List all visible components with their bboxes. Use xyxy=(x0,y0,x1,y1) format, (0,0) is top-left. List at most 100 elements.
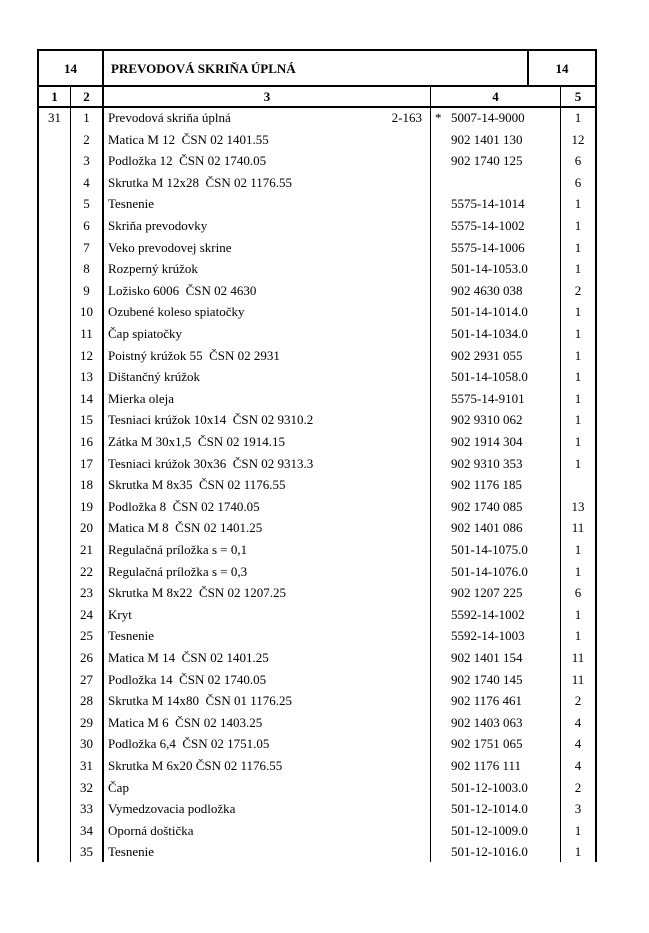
row-quantity: 11 xyxy=(571,650,585,665)
row-quantity: 1 xyxy=(574,218,582,233)
row-position: 34 xyxy=(80,822,93,838)
row-quantity: 1 xyxy=(574,606,582,622)
row-code: 902 1740 085 xyxy=(451,498,523,514)
row-name: Veko prevodovej skrine xyxy=(108,239,232,255)
row-quantity: 12 xyxy=(571,131,585,147)
row-quantity: 2 xyxy=(574,693,582,709)
row-quantity: 4 xyxy=(574,736,582,752)
row-code: 902 1751 065 xyxy=(451,736,523,752)
row-name: Prevodová skriňa úplná xyxy=(108,110,231,125)
row-name: Vymedzovacia podložka xyxy=(108,801,236,817)
row-quantity: 2 xyxy=(574,779,582,795)
row-code: 902 1176 185 xyxy=(451,477,523,493)
table-top-border xyxy=(37,49,597,51)
row-code: 902 1176 111 xyxy=(451,758,522,773)
row-quantity: 4 xyxy=(574,714,582,730)
row-code: 501-12-1014.0 xyxy=(451,801,528,817)
row-quantity: 3 xyxy=(574,801,582,817)
row-quantity: 11 xyxy=(571,671,585,687)
row-position: 23 xyxy=(80,585,93,601)
row-name: Matica M 14 ČSN 02 1401.25 xyxy=(108,650,269,665)
row-position: 15 xyxy=(80,412,93,428)
column-header-5: 5 xyxy=(574,89,582,104)
row-quantity: 1 xyxy=(574,455,582,471)
row-name: Podložka 12 ČSN 02 1740.05 xyxy=(108,153,267,169)
row-code: 5007-14-9000 xyxy=(451,110,525,125)
row-name: Matica M 6 ČSN 02 1403.25 xyxy=(108,714,263,730)
row-position: 11 xyxy=(80,326,93,341)
row-name: Podložka 14 ČSN 02 1740.05 xyxy=(108,671,267,687)
column-header-1: 1 xyxy=(51,89,58,104)
row-quantity: 1 xyxy=(574,844,582,860)
row-position: 26 xyxy=(80,650,93,665)
row-code: 902 1401 154 xyxy=(451,650,523,665)
row-name: Čap xyxy=(108,779,129,795)
row-name: Tesnenie xyxy=(108,196,155,212)
row-name: Skrutka M 14x80 ČSN 01 1176.25 xyxy=(108,693,293,709)
row-code: 501-14-1053.0 xyxy=(451,261,528,277)
row-position: 12 xyxy=(80,347,93,363)
row-name: Podložka 8 ČSN 02 1740.05 xyxy=(108,498,260,514)
row-name: Regulačná príložka s = 0,1 xyxy=(108,542,248,557)
row-code: 902 9310 062 xyxy=(451,412,523,428)
header-divider xyxy=(37,85,597,87)
column-number-divider xyxy=(37,106,597,108)
row-position: 16 xyxy=(80,434,93,449)
row-position: 13 xyxy=(80,369,93,385)
row-position: 29 xyxy=(80,714,93,730)
row-code: 902 1176 461 xyxy=(451,693,523,709)
row-quantity: 1 xyxy=(574,390,582,406)
row-quantity: 6 xyxy=(574,153,582,169)
row-name: Oporná doštička xyxy=(108,822,194,838)
row-position: 31 xyxy=(80,758,93,773)
row-position: 22 xyxy=(80,563,93,579)
row-code: 902 1401 130 xyxy=(451,131,523,147)
col-divider xyxy=(102,49,104,862)
row-reference: 2-163 xyxy=(391,110,422,125)
row-name: Rozperný krúžok xyxy=(108,261,198,277)
row-code: 501-14-1075.0 xyxy=(451,542,528,557)
row-position: 6 xyxy=(83,218,90,233)
row-code: 902 9310 353 xyxy=(451,455,523,471)
row-position: 1 xyxy=(83,110,90,125)
row-position: 9 xyxy=(83,282,90,298)
row-quantity: 1 xyxy=(574,261,582,277)
row-quantity: 1 xyxy=(574,412,582,428)
row-position: 3 xyxy=(83,153,90,169)
row-name: Poistný krúžok 55 ČSN 02 2931 xyxy=(108,347,280,363)
col-divider xyxy=(560,86,561,862)
row-name: Podložka 6,4 ČSN 02 1751.05 xyxy=(108,736,270,752)
row-code: 5575-14-1002 xyxy=(451,218,525,233)
row-name: Tesnenie xyxy=(108,844,155,860)
row-name: Skrutka M 6x20 ČSN 02 1176.55 xyxy=(108,758,283,773)
row-name: Skrutka M 8x35 ČSN 02 1176.55 xyxy=(108,477,286,493)
table-left-border xyxy=(37,49,39,862)
row-position: 7 xyxy=(83,239,90,255)
row-code: 5592-14-1003 xyxy=(451,628,525,644)
row-quantity: 1 xyxy=(574,110,582,125)
row-quantity: 1 xyxy=(574,239,582,255)
column-header-2: 2 xyxy=(83,89,90,104)
row-quantity: 6 xyxy=(574,585,582,601)
row-quantity: 6 xyxy=(574,174,582,190)
row-name: Matica M 8 ČSN 02 1401.25 xyxy=(108,520,263,536)
row-code: 501-14-1076.0 xyxy=(451,563,528,579)
row-position: 25 xyxy=(80,628,93,644)
row-position: 35 xyxy=(80,844,93,860)
column-header-4: 4 xyxy=(492,89,499,104)
row-code: 5575-14-1006 xyxy=(451,239,525,255)
row-code: 501-14-1014.0 xyxy=(451,304,528,320)
row-name: Regulačná príložka s = 0,3 xyxy=(108,563,248,579)
row-code: 902 1207 225 xyxy=(451,585,523,601)
row-position: 17 xyxy=(80,455,93,471)
row-position: 32 xyxy=(80,779,93,795)
row-position: 33 xyxy=(80,801,93,817)
row-name: Kryt xyxy=(108,606,132,622)
row-position: 8 xyxy=(83,261,90,277)
row-name: Čap spiatočky xyxy=(108,326,183,341)
row-name: Tesniaci krúžok 10x14 ČSN 02 9310.2 xyxy=(108,412,314,428)
row-position: 19 xyxy=(80,498,93,514)
row-position: 4 xyxy=(83,174,90,190)
row-code: 5592-14-1002 xyxy=(451,606,525,622)
row-quantity: 4 xyxy=(574,758,582,773)
